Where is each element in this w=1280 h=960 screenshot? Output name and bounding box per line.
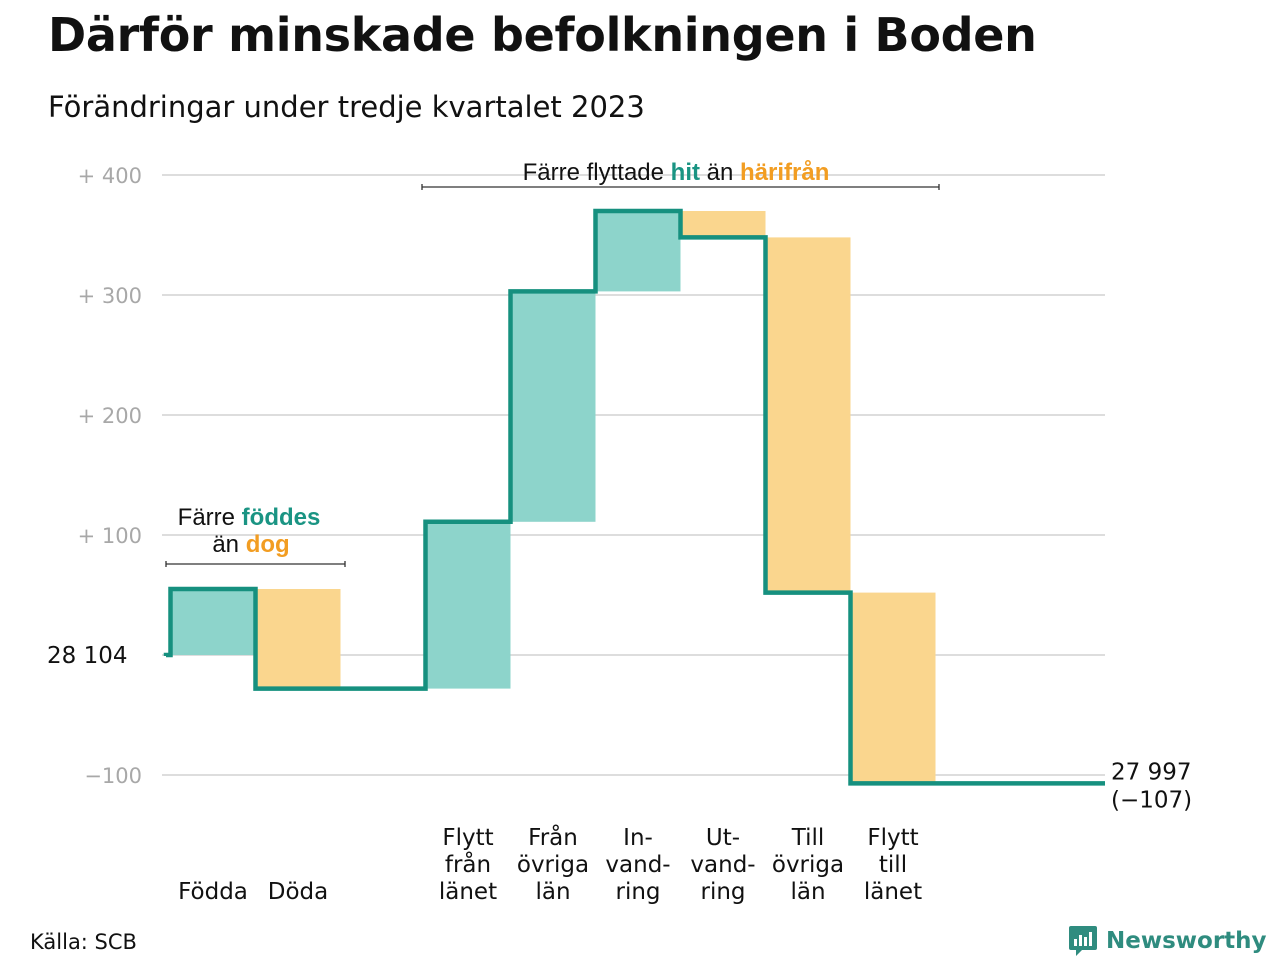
chart-subtitle: Förändringar under tredje kvartalet 2023 (48, 90, 645, 124)
bar-döda (255, 589, 341, 689)
cumulative-step-line (163, 208, 1105, 786)
x-category-label: Döda (268, 879, 328, 905)
bar-födda (170, 589, 256, 655)
line-layer (163, 208, 1105, 786)
label-layer: 28 104 Födda Döda Flytt från länet Från övriga l… (47, 643, 1192, 905)
bar-ut--vand--ring (680, 211, 766, 238)
bar-flytt-från-länet (425, 521, 511, 689)
bar-in--vand--ring (595, 211, 681, 292)
y-tick-label: + 200 (78, 404, 142, 428)
y-tick-label: + 100 (78, 524, 142, 548)
x-category-label: Födda (178, 879, 248, 905)
x-category-label: In-vand-ring (605, 825, 670, 905)
brand-name: Newsworthy (1106, 928, 1267, 954)
newsworthy-icon (1069, 926, 1097, 956)
y-tick-label: −100 (84, 764, 142, 788)
y-tick-label: + 300 (78, 284, 142, 308)
x-category-label: Från övriga län (517, 823, 589, 905)
source-note: Källa: SCB (30, 930, 137, 954)
x-category-label: Flytt till länet (864, 825, 922, 905)
bar-från-övriga-län (510, 291, 596, 522)
x-category-label: Ut-vand-ring (690, 825, 755, 905)
end-change-label: (−107) (1111, 787, 1192, 813)
bar-till-övriga-län (765, 237, 851, 593)
y-tick-label: + 400 (78, 164, 142, 188)
births-deaths-annotation-line2: än dog (212, 531, 289, 558)
chart-title: Därför minskade befolkningen i Boden (48, 8, 1037, 62)
end-population-label: 27 997 (1111, 759, 1191, 785)
x-category-label: Flytt från länet (439, 825, 497, 905)
births-deaths-annotation-line1: Färre föddes (178, 504, 321, 531)
migration-annotation: Färre flyttade hit än härifrån (523, 159, 830, 186)
bar-flytt-till-länet (850, 592, 936, 784)
start-population-label: 28 104 (47, 643, 127, 669)
bar-layer (170, 211, 936, 784)
x-category-label: Till övriga län (772, 825, 844, 905)
brand-logo: Newsworthy (1068, 924, 1267, 958)
